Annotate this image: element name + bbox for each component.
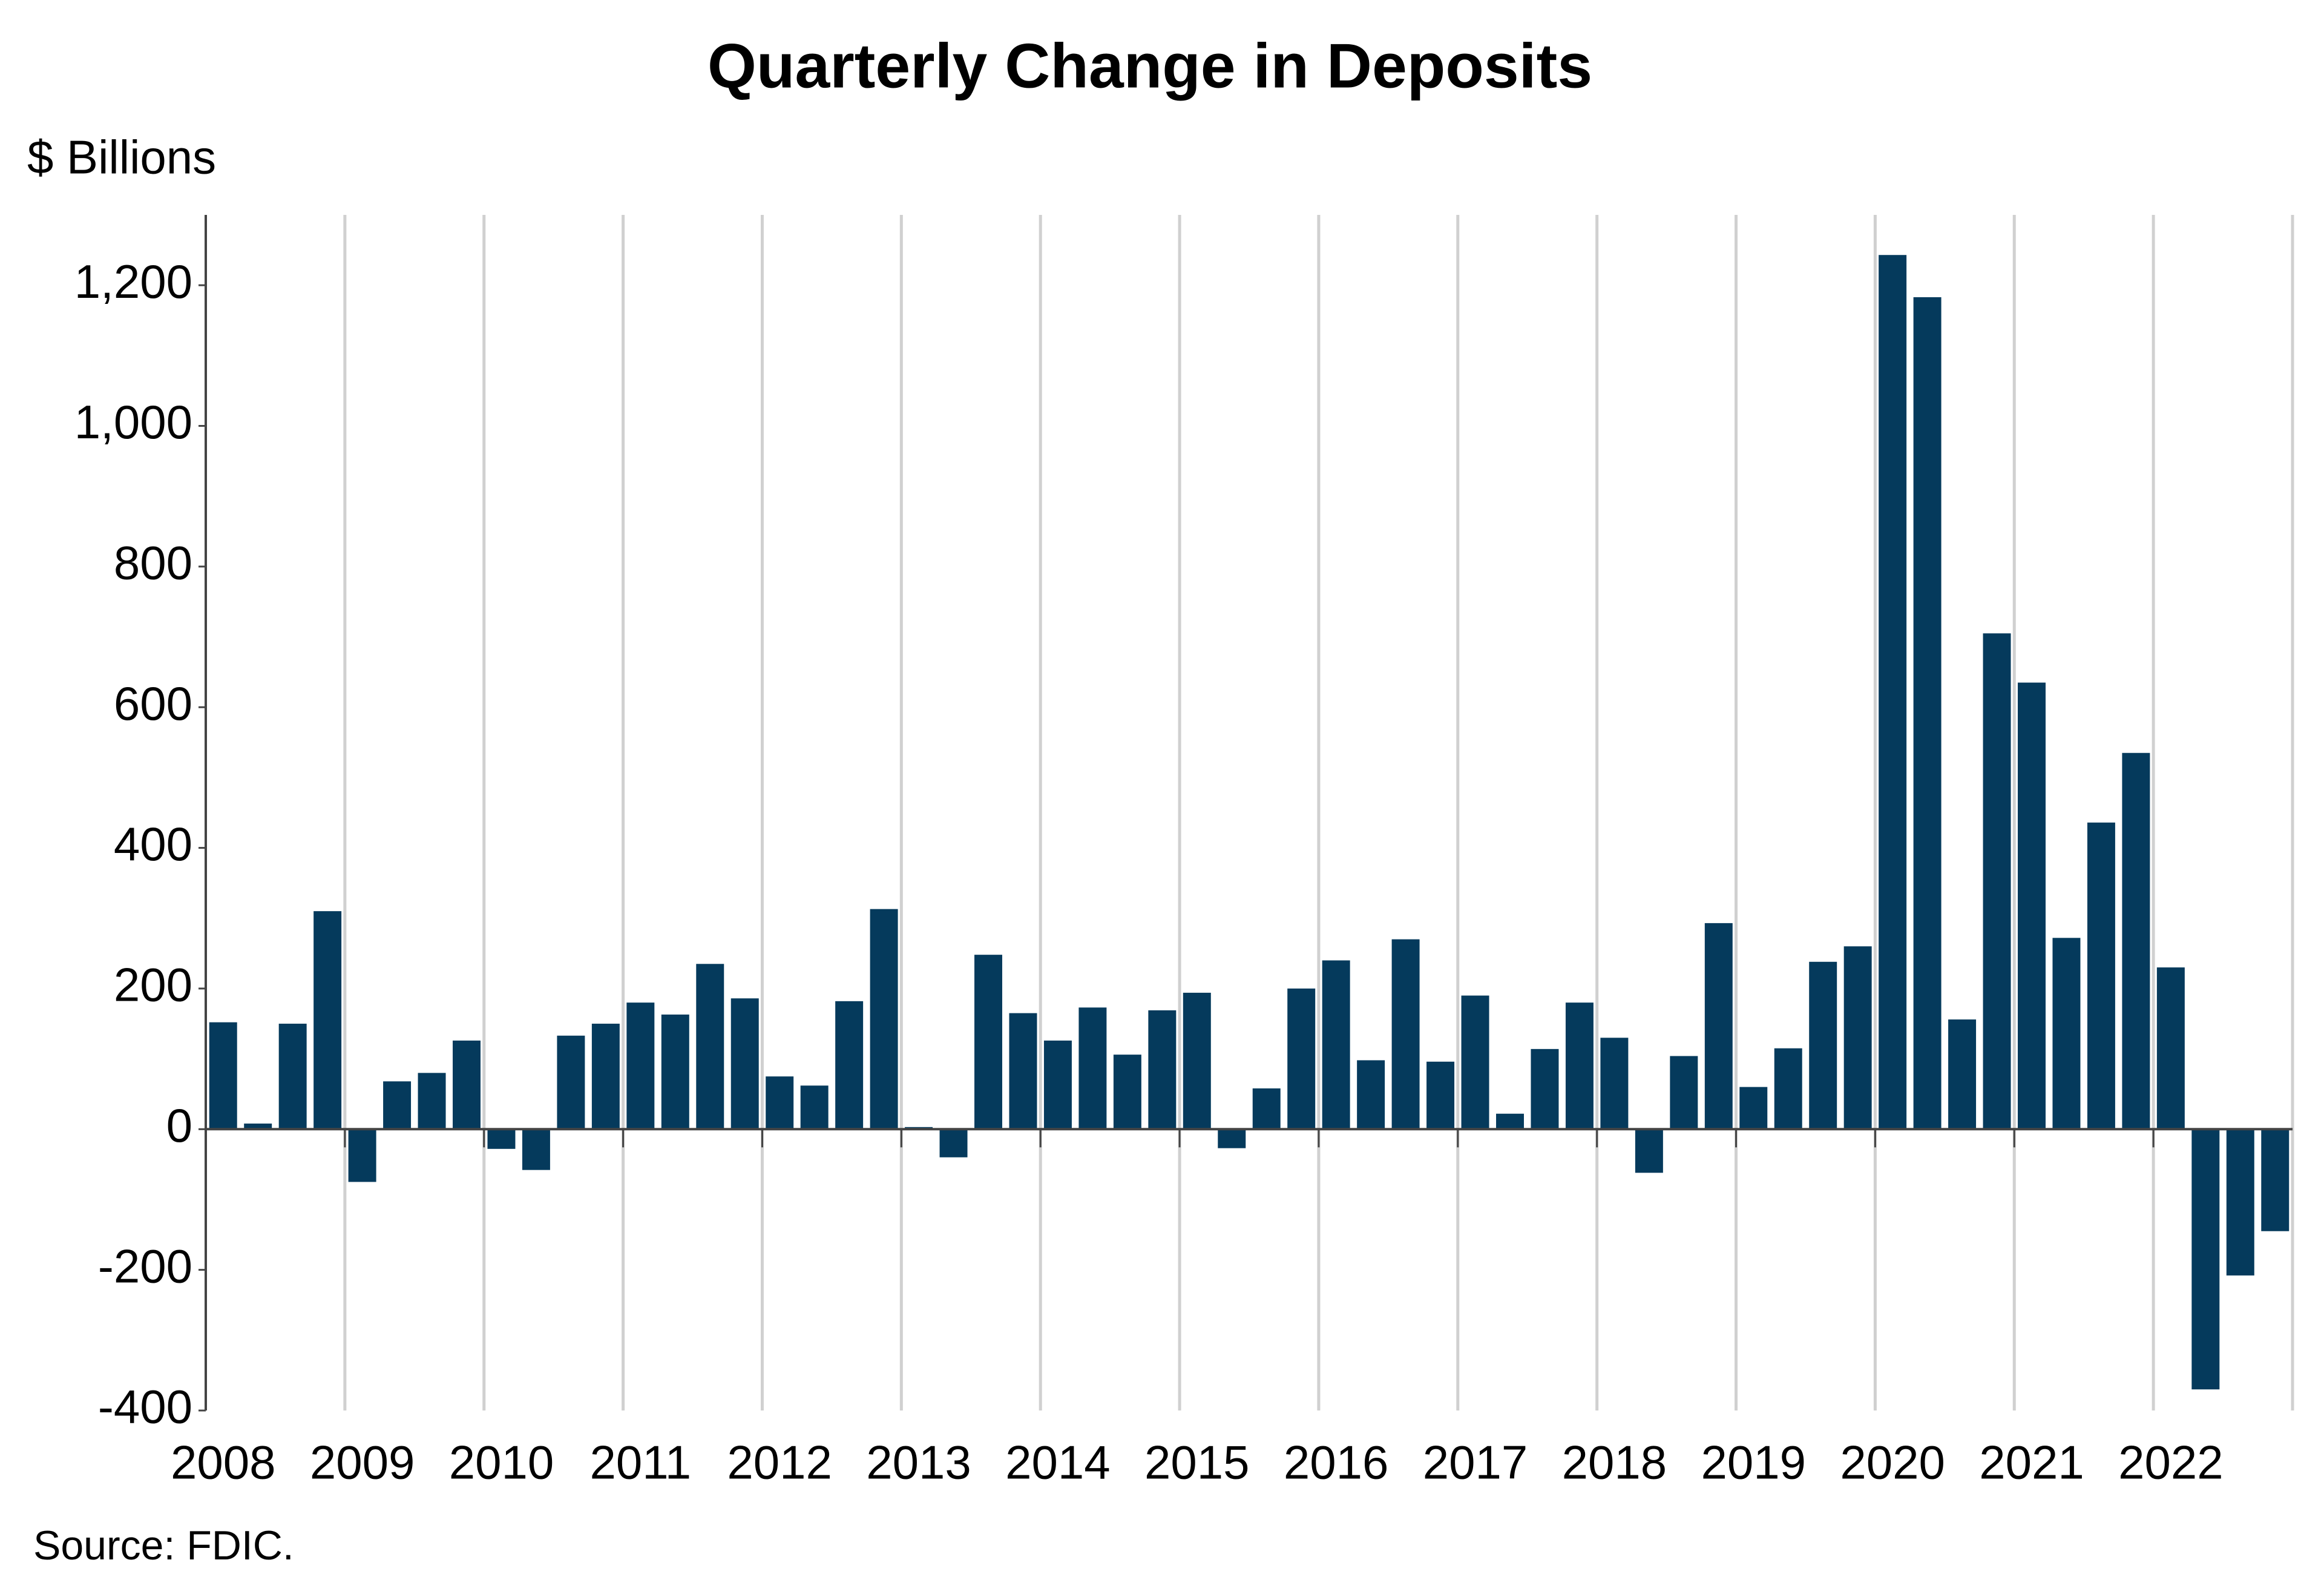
bar	[1531, 1048, 1559, 1130]
bar	[1218, 1129, 1246, 1148]
bar	[1879, 255, 1907, 1130]
bar	[730, 998, 759, 1130]
x-tick-label: 2013	[866, 1436, 971, 1489]
source-note: Source: FDIC.	[33, 1522, 294, 1568]
bar	[1043, 1040, 1072, 1130]
bar	[591, 1024, 620, 1130]
bar	[835, 1001, 864, 1130]
bar	[1078, 1007, 1107, 1130]
bar	[244, 1124, 272, 1130]
y-tick-label: 200	[114, 958, 192, 1012]
x-tick-label: 2014	[1005, 1436, 1111, 1489]
bar	[1183, 992, 1211, 1130]
bar	[1357, 1060, 1385, 1130]
bar	[2156, 967, 2185, 1130]
x-tick-label: 2012	[727, 1436, 832, 1489]
bar	[557, 1035, 585, 1130]
x-tick-label: 2019	[1701, 1436, 1807, 1489]
bar	[1670, 1056, 1698, 1130]
bar	[2261, 1129, 2290, 1231]
bar	[1704, 923, 1733, 1130]
y-tick-label: 800	[114, 536, 192, 589]
y-tick-label: 0	[166, 1099, 192, 1152]
bar	[1774, 1048, 1802, 1130]
bar	[626, 1002, 655, 1130]
bar	[1635, 1129, 1663, 1173]
bar	[1287, 988, 1316, 1130]
bar	[487, 1129, 516, 1149]
bar	[1009, 1013, 1037, 1130]
x-tick-label: 2009	[310, 1436, 415, 1489]
x-tick-label: 2011	[589, 1436, 691, 1489]
bar	[1739, 1087, 1768, 1130]
bar	[1983, 633, 2011, 1130]
bar	[696, 964, 724, 1130]
bar	[2018, 682, 2046, 1130]
bar	[1496, 1113, 1524, 1130]
bar	[661, 1014, 689, 1130]
bar	[1426, 1061, 1455, 1130]
x-tick-label: 2020	[1840, 1436, 1945, 1489]
bar	[2052, 938, 2081, 1130]
bar	[1565, 1002, 1594, 1130]
x-tick-label: 2008	[171, 1436, 276, 1489]
bar	[1461, 995, 1489, 1130]
bar	[1843, 946, 1872, 1130]
x-tick-label: 2015	[1144, 1436, 1250, 1489]
x-tick-label: 2021	[1979, 1436, 2084, 1489]
bar	[1113, 1055, 1141, 1130]
y-tick-label: 1,200	[74, 255, 192, 308]
chart-title: Quarterly Change in Deposits	[707, 31, 1592, 101]
bar	[383, 1081, 412, 1130]
bar	[2226, 1129, 2254, 1276]
x-tick-label: 2017	[1423, 1436, 1528, 1489]
bar	[1148, 1010, 1177, 1130]
bar	[453, 1040, 481, 1130]
bar	[974, 955, 1002, 1130]
bar	[1391, 939, 1420, 1130]
bar	[766, 1076, 794, 1130]
y-tick-label: 600	[114, 677, 192, 730]
x-tick-label: 2022	[2118, 1436, 2224, 1489]
bar	[1913, 297, 1942, 1130]
bar	[800, 1085, 829, 1130]
bar	[2122, 752, 2150, 1130]
bar	[1948, 1019, 1977, 1130]
bar	[1252, 1088, 1281, 1130]
bar	[209, 1022, 237, 1130]
x-tick-label: 2016	[1284, 1436, 1389, 1489]
bar	[418, 1073, 446, 1130]
y-tick-label: 1,000	[74, 395, 192, 449]
bar	[1322, 960, 1350, 1130]
bar	[522, 1129, 550, 1170]
bar	[313, 911, 342, 1130]
bar	[870, 909, 898, 1130]
bar	[278, 1024, 307, 1130]
bar	[2087, 822, 2115, 1130]
x-tick-label: 2018	[1562, 1436, 1667, 1489]
y-axis-label: $ Billions	[27, 131, 216, 184]
bar	[939, 1129, 968, 1157]
bar	[1600, 1038, 1629, 1130]
y-tick-label: 400	[114, 817, 192, 871]
y-tick-label: -200	[98, 1239, 192, 1292]
y-tick-label: -400	[98, 1380, 192, 1434]
x-tick-label: 2010	[449, 1436, 554, 1489]
bar	[1809, 961, 1837, 1130]
bar	[2191, 1129, 2220, 1390]
bar	[348, 1129, 376, 1182]
